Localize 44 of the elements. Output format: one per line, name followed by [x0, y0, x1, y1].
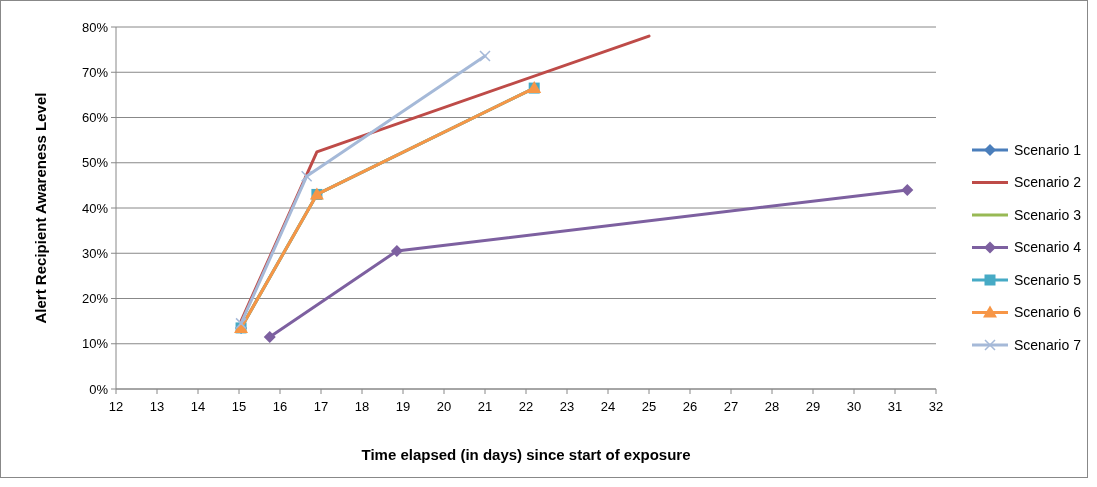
legend-label: Scenario 3: [1014, 206, 1082, 223]
x-tick-label: 19: [395, 399, 411, 414]
y-axis-title: Alert Recipient Awareness Level: [32, 92, 49, 324]
y-tick-label: 60%: [81, 110, 109, 126]
x-tick-label: 14: [190, 399, 206, 414]
x-tick-label: 21: [477, 399, 493, 414]
legend-label: Scenario 5: [1014, 271, 1082, 288]
legend-label: Scenario 7: [1014, 336, 1082, 353]
x-axis-title: Time elapsed (in days) since start of exposure: [361, 446, 691, 463]
y-tick-label: 50%: [81, 155, 109, 171]
y-tick-label: 30%: [81, 245, 109, 261]
x-tick-label: 24: [600, 399, 616, 414]
x-tick-label: 23: [559, 399, 575, 414]
y-tick-label: 40%: [81, 200, 109, 216]
y-tick-label: 10%: [81, 336, 109, 352]
point: [263, 330, 276, 343]
x-tick-label: 30: [846, 399, 862, 414]
x-tick-label: 29: [805, 399, 821, 414]
x-tick-label: 31: [887, 399, 903, 414]
point: [390, 244, 403, 257]
legend-label: Scenario 2: [1014, 174, 1082, 191]
x-tick-label: 28: [764, 399, 780, 414]
y-tick-label: 20%: [81, 291, 109, 307]
y-tick-label: 70%: [81, 64, 109, 80]
x-tick-label: 27: [723, 399, 739, 414]
x-tick-label: 32: [928, 399, 944, 414]
x-tick-label: 16: [272, 399, 288, 414]
legend-label: Scenario 6: [1014, 304, 1082, 321]
legend-label: Scenario 4: [1014, 239, 1082, 256]
legend-label: Scenario 1: [1014, 141, 1082, 158]
x-tick-label: 15: [231, 399, 247, 414]
y-tick-label: 80%: [81, 19, 109, 35]
x-tick-label: 13: [149, 399, 165, 414]
point: [901, 183, 914, 196]
x-tick-label: 26: [682, 399, 698, 414]
x-tick-label: 12: [108, 399, 124, 414]
y-tick-label: 0%: [89, 381, 109, 397]
point: [479, 50, 491, 62]
x-tick-label: 22: [518, 399, 534, 414]
x-tick-label: 17: [313, 399, 329, 414]
x-tick-label: 25: [641, 399, 657, 414]
x-tick-label: 20: [436, 399, 452, 414]
point: [300, 170, 313, 183]
x-tick-label: 18: [354, 399, 370, 414]
